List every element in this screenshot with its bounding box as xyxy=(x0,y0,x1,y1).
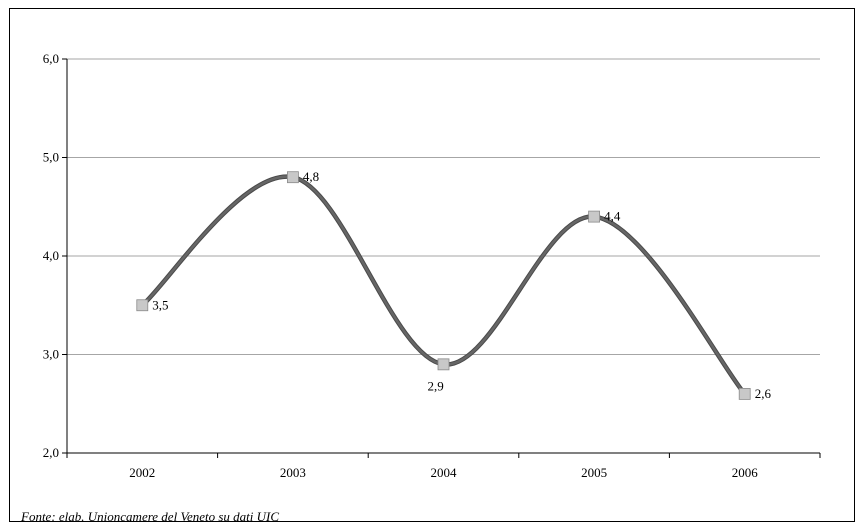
data-label: 4,4 xyxy=(604,209,621,224)
data-point-marker xyxy=(738,387,751,400)
y-tick-labels: 2,0 3,0 4,0 5,0 6,0 xyxy=(43,51,59,460)
data-markers xyxy=(136,171,751,400)
source-note: Fonte: elab. Unioncamere del Veneto su d… xyxy=(21,509,280,524)
y-tick-label: 5,0 xyxy=(43,150,59,165)
data-point-marker xyxy=(437,358,450,371)
data-point-marker xyxy=(588,210,600,223)
axes xyxy=(62,58,821,458)
data-label: 4,8 xyxy=(303,169,319,184)
data-label: 3,5 xyxy=(152,297,168,312)
y-tick-label: 2,0 xyxy=(43,445,59,460)
gridlines xyxy=(67,58,820,355)
data-point-marker xyxy=(136,299,149,312)
chart-frame xyxy=(9,8,855,522)
x-tick-label: 2002 xyxy=(129,465,155,480)
x-tick-labels: 2002 2003 2004 2005 2006 xyxy=(129,465,758,480)
data-label: 2,9 xyxy=(428,378,444,393)
x-tick-label: 2004 xyxy=(431,465,458,480)
data-point-marker xyxy=(286,171,299,184)
data-label: 2,6 xyxy=(755,386,772,401)
x-tick-label: 2006 xyxy=(732,465,759,480)
x-tick-label: 2003 xyxy=(280,465,306,480)
y-tick-label: 3,0 xyxy=(43,347,59,362)
y-tick-label: 6,0 xyxy=(43,51,59,66)
x-tick-label: 2005 xyxy=(581,465,607,480)
y-tick-label: 4,0 xyxy=(43,248,59,263)
data-labels: 3,5 4,8 2,9 4,4 2,6 xyxy=(152,169,771,401)
